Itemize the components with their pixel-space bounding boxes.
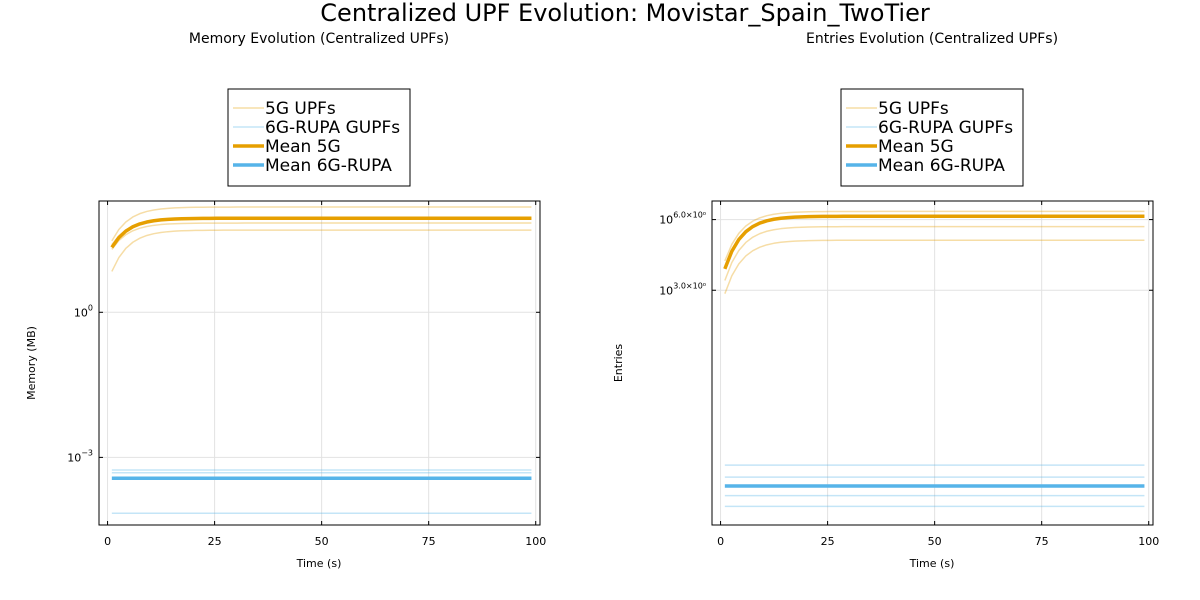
entries-grid bbox=[712, 201, 1153, 525]
entries-series bbox=[723, 210, 1145, 508]
x-tick-label: 25 bbox=[208, 535, 222, 548]
memory-ticks: 0 25 50 75 100 100 10−3 bbox=[67, 201, 546, 548]
memory-plot-frame bbox=[98, 200, 541, 526]
legend-entry-label: 5G UPFs bbox=[265, 99, 336, 119]
legend-entry-label: Mean 5G bbox=[878, 137, 954, 157]
y-tick-label: 103.0×10⁰ bbox=[659, 281, 706, 297]
legend-entry-label: Mean 6G-RUPA bbox=[265, 156, 392, 176]
x-tick-label: 100 bbox=[525, 535, 546, 548]
entries-y-axis-label: Entries bbox=[612, 344, 625, 383]
entries-panel-title: Entries Evolution (Centralized UPFs) bbox=[806, 31, 1058, 47]
memory-panel-title: Memory Evolution (Centralized UPFs) bbox=[189, 31, 449, 47]
legend-entry-label: 6G-RUPA GUPFs bbox=[265, 118, 400, 138]
series-line-5g-upfs bbox=[724, 210, 1145, 262]
series-line-mean-5g bbox=[723, 214, 1145, 270]
memory-x-axis-label: Time (s) bbox=[296, 557, 342, 570]
x-tick-label: 50 bbox=[315, 535, 329, 548]
legend-entry-label: Mean 6G-RUPA bbox=[878, 156, 1005, 176]
series-line-mean-5g bbox=[110, 216, 532, 249]
legend-box bbox=[840, 88, 1024, 187]
y-tick-label: 106.0×10⁰ bbox=[659, 211, 706, 227]
x-tick-label: 75 bbox=[1035, 535, 1049, 548]
series-line-5g-upfs bbox=[724, 225, 1145, 281]
entries-ticks: 0 25 50 75 100 106.0×10⁰ 103.0×10⁰ bbox=[659, 201, 1159, 548]
entries-plot-frame bbox=[711, 200, 1154, 526]
memory-panel: Memory Evolution (Centralized UPFs) 5G U… bbox=[25, 31, 546, 570]
x-tick-label: 0 bbox=[717, 535, 724, 548]
memory-y-axis-label: Memory (MB) bbox=[25, 326, 38, 400]
memory-grid bbox=[99, 201, 540, 525]
legend-box bbox=[227, 88, 411, 187]
figure-title: Centralized UPF Evolution: Movistar_Spai… bbox=[320, 0, 930, 27]
series-line-5g-upfs bbox=[724, 239, 1145, 294]
x-tick-label: 0 bbox=[104, 535, 111, 548]
legend-entry-label: Mean 5G bbox=[265, 137, 341, 157]
x-tick-label: 75 bbox=[422, 535, 436, 548]
entries-panel: Entries Evolution (Centralized UPFs) 5G … bbox=[612, 31, 1159, 570]
x-tick-label: 50 bbox=[928, 535, 942, 548]
series-line-5g-upfs bbox=[111, 206, 532, 242]
x-tick-label: 100 bbox=[1138, 535, 1159, 548]
legend-entry-label: 5G UPFs bbox=[878, 99, 949, 119]
y-tick-label: 10−3 bbox=[67, 448, 93, 464]
x-tick-label: 25 bbox=[821, 535, 835, 548]
entries-x-axis-label: Time (s) bbox=[909, 557, 955, 570]
legend-entry-label: 6G-RUPA GUPFs bbox=[878, 118, 1013, 138]
series-line-5g-upfs bbox=[111, 229, 532, 272]
y-tick-label: 100 bbox=[74, 303, 93, 319]
series-line-5g-upfs bbox=[111, 222, 532, 250]
memory-series bbox=[110, 206, 532, 514]
